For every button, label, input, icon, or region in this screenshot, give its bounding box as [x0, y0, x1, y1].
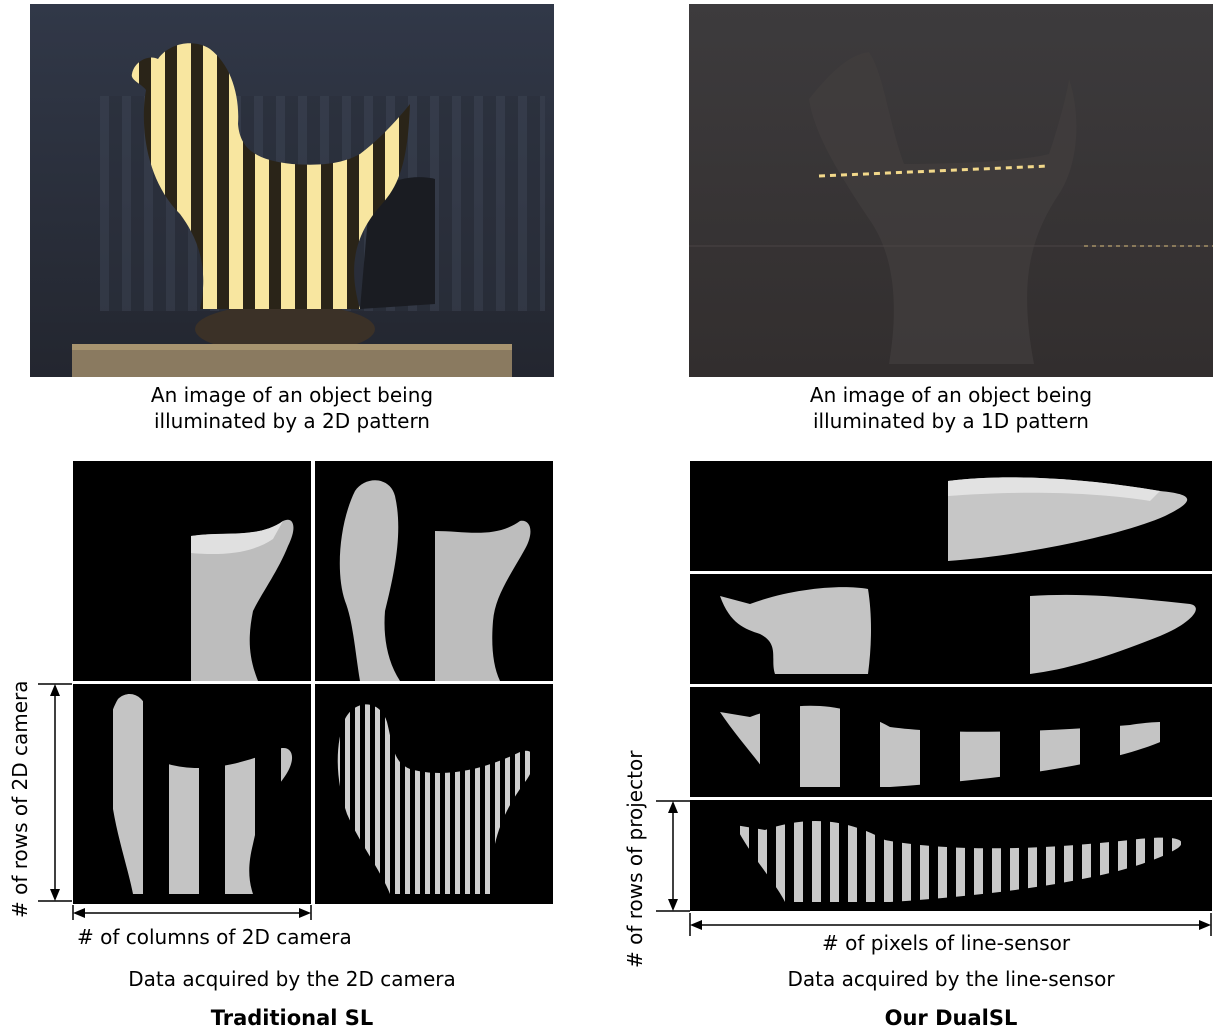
photo-caption-2d-line1: An image of an object being: [150, 383, 434, 407]
photo-caption-2d: An image of an object being illuminated …: [30, 382, 554, 434]
line-sensor-strip-4: [690, 800, 1212, 911]
camera-frame-2: [315, 461, 553, 681]
line-sensor-strip-2: [690, 574, 1212, 684]
photo-2d-pattern: [30, 4, 554, 377]
photo-caption-2d-line2: illuminated by a 2D pattern: [154, 409, 430, 433]
line-sensor-data-caption: Data acquired by the line-sensor: [787, 967, 1115, 991]
pixels-line-sensor-label: # of pixels of line-sensor: [822, 931, 1071, 955]
line-sensor-strip-1: [690, 461, 1212, 571]
line-sensor-data: [690, 461, 1212, 911]
camera-frame-3: [73, 684, 311, 904]
line-sensor-strip-3: [690, 687, 1212, 797]
photo-caption-1d-line2: illuminated by a 1D pattern: [813, 409, 1089, 433]
camera-data-grid: [73, 461, 553, 904]
traditional-sl-title: Traditional SL: [210, 1006, 374, 1030]
photo-caption-1d: An image of an object being illuminated …: [689, 382, 1213, 434]
columns-2d-camera-label: # of columns of 2D camera: [77, 925, 352, 949]
camera-data-caption: Data acquired by the 2D camera: [128, 967, 456, 991]
our-dualsl-title: Our DualSL: [884, 1006, 1018, 1030]
rows-projector-label: # of rows of projector: [623, 750, 647, 968]
photo-1d-pattern: [689, 4, 1213, 377]
camera-frame-4: [315, 684, 553, 904]
camera-frame-1: [73, 461, 311, 681]
photo-caption-1d-line1: An image of an object being: [809, 383, 1093, 407]
